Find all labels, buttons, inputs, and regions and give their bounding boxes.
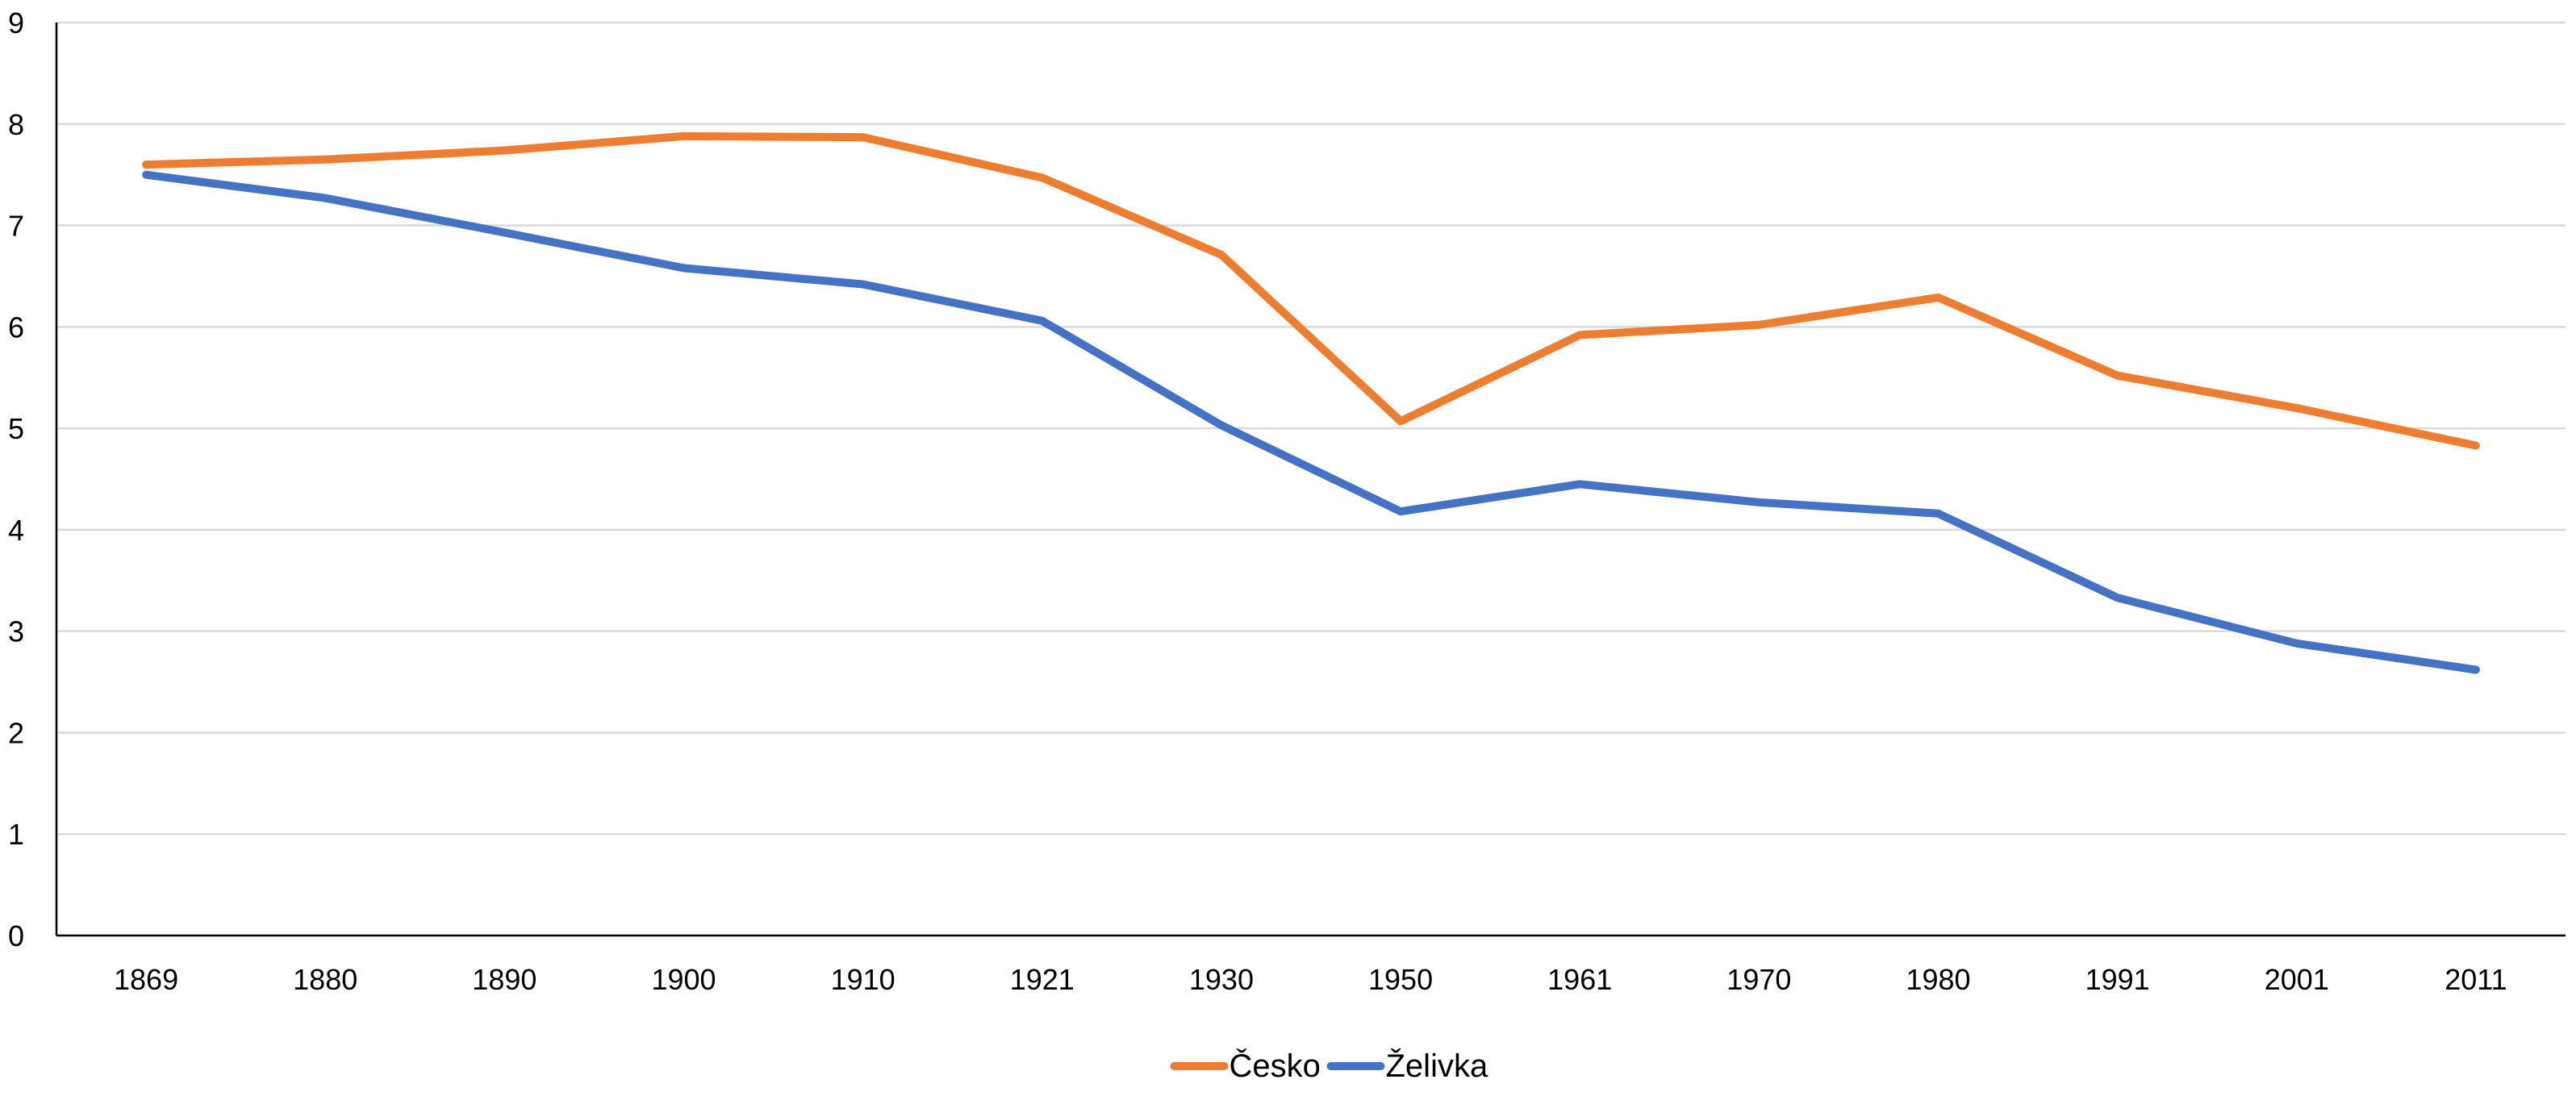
y-tick-label: 2 <box>8 716 24 749</box>
x-tick-label: 1961 <box>1547 963 1612 996</box>
y-tick-label: 1 <box>8 818 24 851</box>
x-tick-label: 1890 <box>472 963 536 996</box>
series-line-0 <box>146 136 2476 446</box>
y-tick-label: 9 <box>8 6 24 40</box>
x-tick-label: 1900 <box>651 963 716 996</box>
series-line-1 <box>146 175 2476 670</box>
chart-canvas: 0123456789 18691880189019001910192119301… <box>0 0 2576 1092</box>
y-tick-label: 7 <box>8 210 24 243</box>
x-tick-label: 1970 <box>1726 963 1791 996</box>
x-tick-label: 1921 <box>1010 963 1075 996</box>
x-tick-label: 2001 <box>2265 963 2329 996</box>
x-tick-label: 1910 <box>831 963 896 996</box>
gridlines <box>56 23 2566 834</box>
y-tick-label: 5 <box>8 412 24 445</box>
legend: Česko Želivka <box>1175 1048 1488 1084</box>
y-tick-label: 0 <box>8 919 24 952</box>
y-tick-label: 6 <box>8 310 24 344</box>
line-chart: 0123456789 18691880189019001910192119301… <box>0 0 2576 1092</box>
y-axis-tick-labels: 0 1 2 3 4 5 6 7 8 9 <box>8 6 24 952</box>
x-tick-label: 1950 <box>1368 963 1433 996</box>
x-tick-label: 1869 <box>114 963 178 996</box>
x-tick-label: 1991 <box>2085 963 2150 996</box>
y-tick-label: 8 <box>8 108 24 141</box>
x-tick-label: 1880 <box>293 963 357 996</box>
legend-label: Česko <box>1230 1048 1321 1084</box>
axes <box>56 23 2566 936</box>
x-tick-label: 2011 <box>2444 963 2507 996</box>
x-tick-label: 1930 <box>1189 963 1254 996</box>
series-lines <box>146 136 2476 670</box>
x-axis-tick-labels: 1869 1880 1890 1900 1910 1921 1930 1950 1961 1970… <box>114 963 2507 996</box>
x-tick-label: 1980 <box>1906 963 1970 996</box>
legend-label: Želivka <box>1386 1048 1488 1084</box>
y-tick-label: 4 <box>8 514 24 547</box>
y-tick-label: 3 <box>8 615 24 648</box>
